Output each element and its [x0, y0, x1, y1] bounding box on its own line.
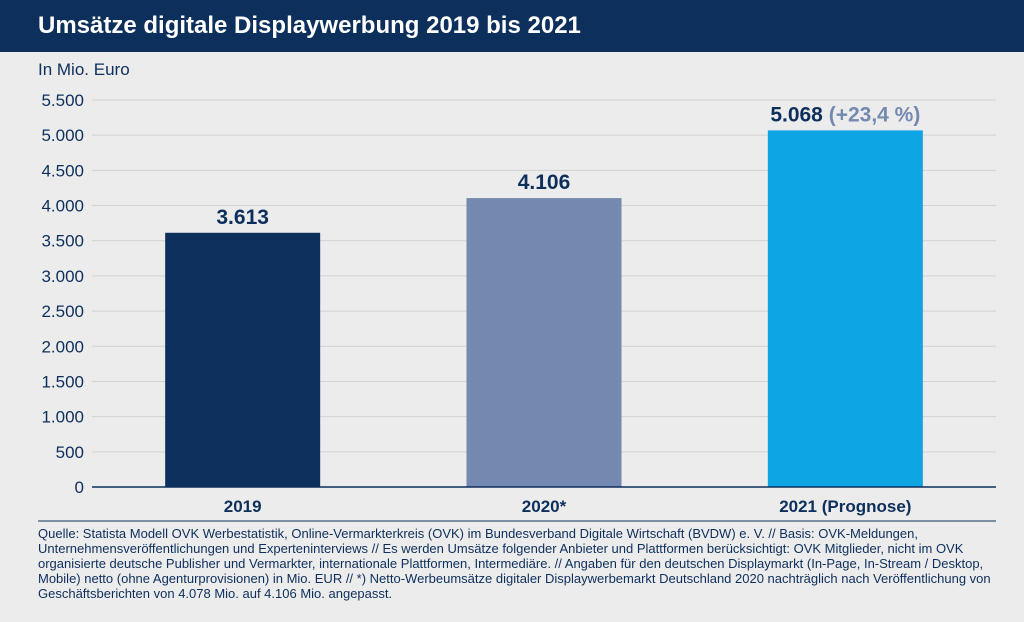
- y-tick-label: 3.000: [41, 267, 84, 286]
- growth-annotation: (+23,4 %): [823, 103, 920, 126]
- y-tick-label: 4.500: [41, 161, 84, 180]
- bar-3: [767, 130, 923, 487]
- y-tick-label: 2.000: [41, 337, 84, 356]
- x-category-label: 2019: [224, 497, 262, 516]
- y-tick-label: 2.500: [41, 302, 84, 321]
- bar-value-label: 5.068 (+23,4 %): [770, 103, 920, 126]
- bar-1: [165, 232, 321, 487]
- y-tick-label: 5.500: [41, 91, 84, 110]
- bar-value-label: 4.106: [518, 171, 571, 194]
- y-tick-label: 1.500: [41, 372, 84, 391]
- y-tick-label: 1.000: [41, 408, 84, 427]
- bar-value-label: 3.613: [216, 206, 269, 229]
- x-category-label: 2020*: [522, 497, 567, 516]
- source-footnote: Quelle: Statista Modell OVK Werbestatist…: [38, 526, 991, 601]
- x-category-label: 2021 (Prognose): [779, 497, 911, 516]
- y-tick-label: 4.000: [41, 197, 84, 216]
- y-tick-label: 0: [75, 478, 84, 497]
- header-bar: Umsätze digitale Displaywerbung 2019 bis…: [0, 0, 1024, 52]
- chart-title: Umsätze digitale Displaywerbung 2019 bis…: [38, 12, 581, 39]
- bar-2: [466, 198, 622, 487]
- y-tick-label: 3.500: [41, 232, 84, 251]
- y-axis-unit-label: In Mio. Euro: [38, 60, 130, 79]
- y-tick-label: 5.000: [41, 126, 84, 145]
- y-tick-label: 500: [56, 443, 84, 462]
